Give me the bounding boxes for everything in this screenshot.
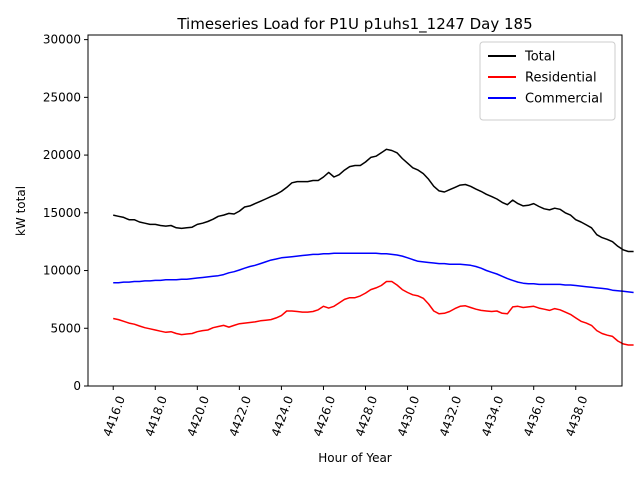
y-tick-label: 10000 [43,264,81,278]
axes-frame [87,34,623,387]
y-tick-label: 15000 [43,206,81,220]
y-axis-label: kW total [14,186,28,236]
series-line-residential [113,280,634,346]
chart-title: Timeseries Load for P1U p1uhs1_1247 Day … [176,15,532,34]
legend-label-commercial: Commercial [525,92,603,107]
legend-box [479,41,616,121]
y-axis: 0 5000 10000 15000 20000 25000 30000 [43,33,88,393]
series-line-commercial [113,252,634,294]
series-line-total [113,148,634,253]
legend-label-total: Total [524,50,555,65]
legend-label-residential: Residential [525,71,597,86]
y-tick-label: 20000 [43,148,81,162]
x-axis-label: Hour of Year [318,451,392,465]
y-tick-label: 25000 [43,90,81,104]
plot-lines [113,148,634,346]
y-tick-label: 30000 [43,33,81,47]
legend: Total Residential Commercial [479,41,616,121]
y-tick-label: 0 [73,379,81,393]
y-tick-label: 5000 [50,321,81,335]
